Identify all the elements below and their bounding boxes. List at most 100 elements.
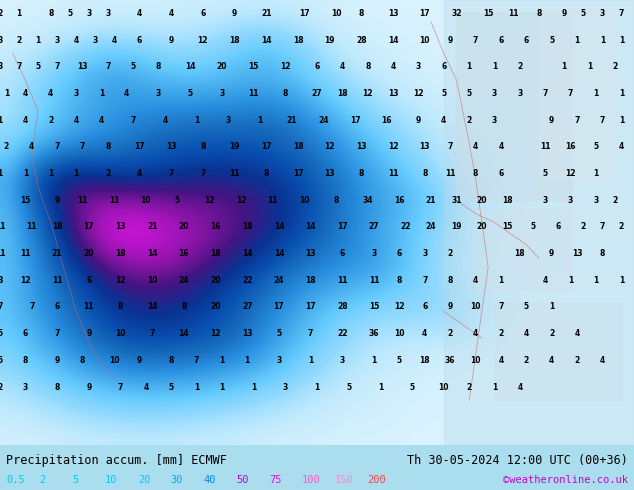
Text: 15: 15: [502, 222, 512, 231]
Text: 3: 3: [219, 89, 224, 98]
Text: 4: 4: [422, 329, 427, 338]
Text: 8: 8: [169, 356, 174, 365]
Text: 1: 1: [0, 169, 3, 178]
Text: 2: 2: [16, 36, 22, 45]
Text: 4: 4: [48, 89, 53, 98]
Text: 6: 6: [340, 249, 345, 258]
Text: 7: 7: [600, 222, 605, 231]
Text: 13: 13: [306, 249, 316, 258]
Text: 36: 36: [445, 356, 455, 365]
Text: 5: 5: [0, 356, 3, 365]
Text: 5: 5: [67, 9, 72, 18]
Text: 15: 15: [483, 9, 493, 18]
Text: 2: 2: [517, 62, 522, 71]
Text: 3: 3: [86, 9, 91, 18]
Text: 27: 27: [242, 302, 252, 312]
Text: 5: 5: [441, 89, 446, 98]
Text: 15: 15: [369, 302, 379, 312]
Text: 3: 3: [23, 383, 28, 392]
Text: 18: 18: [242, 222, 252, 231]
Text: 16: 16: [179, 249, 189, 258]
Text: 13: 13: [388, 89, 398, 98]
Text: 22: 22: [337, 329, 347, 338]
Text: 2: 2: [39, 475, 46, 485]
Text: 6: 6: [524, 36, 529, 45]
Text: 7: 7: [448, 142, 453, 151]
Text: 2: 2: [105, 169, 110, 178]
Text: 4: 4: [74, 116, 79, 124]
Text: 4: 4: [137, 9, 142, 18]
Text: 4: 4: [74, 36, 79, 45]
Text: 4: 4: [574, 329, 579, 338]
Text: 13: 13: [325, 169, 335, 178]
Text: 4: 4: [162, 116, 167, 124]
Text: 9: 9: [549, 116, 554, 124]
Text: 15: 15: [249, 62, 259, 71]
Text: 20: 20: [477, 196, 487, 205]
Text: 18: 18: [52, 222, 62, 231]
Text: 17: 17: [134, 142, 145, 151]
Text: 28: 28: [356, 36, 366, 45]
Text: 14: 14: [147, 302, 157, 312]
Text: 1: 1: [308, 356, 313, 365]
Text: 1: 1: [194, 383, 199, 392]
Text: 17: 17: [306, 302, 316, 312]
Text: 6: 6: [86, 276, 91, 285]
Text: 1: 1: [314, 383, 320, 392]
Text: 1: 1: [600, 36, 605, 45]
Text: 2: 2: [448, 249, 453, 258]
Text: 5: 5: [397, 356, 402, 365]
Text: 3: 3: [283, 383, 288, 392]
Text: 16: 16: [394, 196, 404, 205]
Text: 17: 17: [337, 222, 347, 231]
Text: 9: 9: [86, 383, 91, 392]
Text: 7: 7: [131, 116, 136, 124]
Text: 5: 5: [593, 142, 598, 151]
Text: 4: 4: [543, 276, 548, 285]
Text: 40: 40: [204, 475, 216, 485]
Text: 7: 7: [473, 36, 478, 45]
Text: 11: 11: [77, 196, 87, 205]
Text: 8: 8: [359, 9, 364, 18]
Text: 6: 6: [498, 36, 503, 45]
Text: 17: 17: [274, 302, 284, 312]
Text: 3: 3: [156, 89, 161, 98]
Text: 17: 17: [350, 116, 360, 124]
Text: 28: 28: [337, 302, 347, 312]
Text: 14: 14: [185, 62, 195, 71]
Text: 4: 4: [29, 142, 34, 151]
Text: 1: 1: [549, 302, 554, 312]
Text: 3: 3: [593, 196, 598, 205]
Text: 7: 7: [619, 9, 624, 18]
Text: 6: 6: [314, 62, 320, 71]
Text: 12: 12: [280, 62, 290, 71]
Text: 17: 17: [261, 142, 271, 151]
Text: 17: 17: [299, 9, 309, 18]
Text: 18: 18: [293, 142, 303, 151]
Text: 0.5: 0.5: [6, 475, 25, 485]
Text: 1: 1: [619, 89, 624, 98]
Text: 24: 24: [426, 222, 436, 231]
Text: 3: 3: [74, 89, 79, 98]
Text: 7: 7: [118, 383, 123, 392]
Text: 10: 10: [105, 475, 117, 485]
Text: 12: 12: [115, 276, 126, 285]
Text: 2: 2: [549, 329, 554, 338]
Text: 8: 8: [448, 276, 453, 285]
Text: 14: 14: [147, 249, 157, 258]
Text: 2: 2: [0, 9, 3, 18]
Text: 7: 7: [200, 169, 205, 178]
Text: 11: 11: [369, 276, 379, 285]
Text: 9: 9: [86, 329, 91, 338]
Text: 7: 7: [16, 62, 22, 71]
Text: 7: 7: [55, 142, 60, 151]
Text: 3: 3: [517, 89, 522, 98]
Text: 11: 11: [109, 196, 119, 205]
Text: 1: 1: [219, 356, 224, 365]
Text: 4: 4: [112, 36, 117, 45]
Text: 5: 5: [175, 196, 180, 205]
Text: 9: 9: [55, 196, 60, 205]
Text: 10: 10: [109, 356, 119, 365]
Text: 1: 1: [593, 169, 598, 178]
Text: 11: 11: [540, 142, 550, 151]
